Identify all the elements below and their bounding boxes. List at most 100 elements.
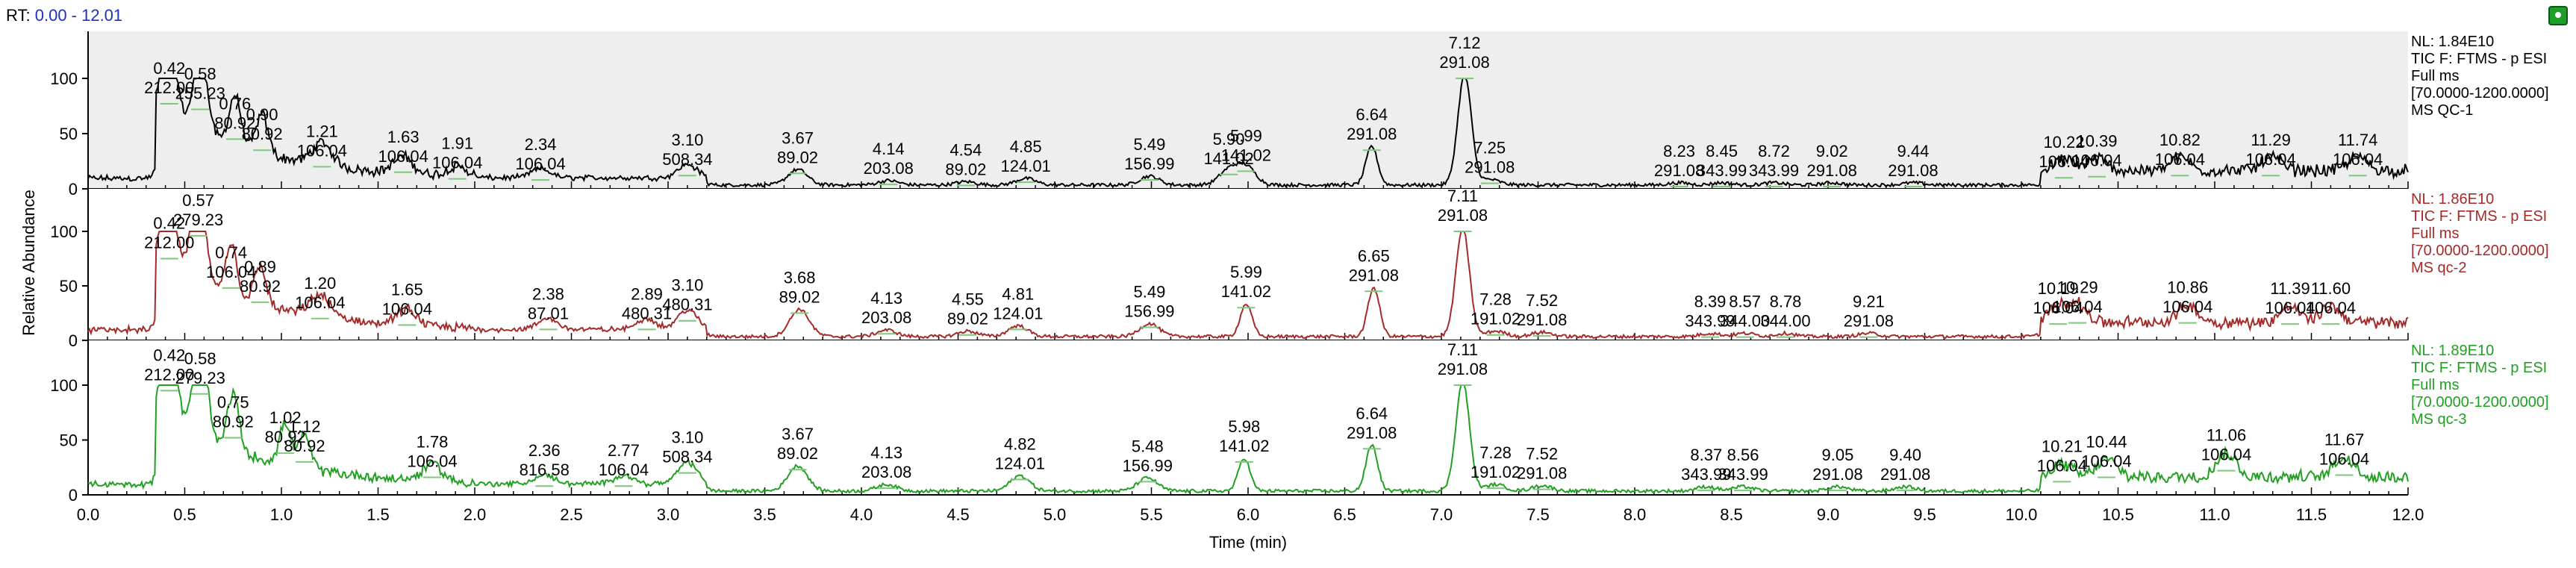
peak-rt-label: 0.90 <box>246 105 278 124</box>
panel-background <box>88 340 2408 495</box>
peak-rt-label: 1.21 <box>306 122 338 140</box>
peak-rt-label: 8.45 <box>1706 142 1738 160</box>
x-tick-label: 8.5 <box>1720 505 1743 524</box>
peak-rt-label: 1.65 <box>391 281 423 299</box>
x-tick-label: 3.5 <box>753 505 776 524</box>
peak-mz-label: 291.08 <box>1465 158 1515 177</box>
peak-mz-label: 191.02 <box>1471 310 1521 328</box>
y-tick-label: 100 <box>50 376 78 395</box>
peak-mz-label: 279.23 <box>175 369 225 387</box>
peak-mz-label: 480.31 <box>662 296 712 314</box>
y-tick-label: 0 <box>69 180 78 199</box>
y-tick-label: 50 <box>60 277 78 296</box>
peak-rt-label: 7.11 <box>1447 340 1478 359</box>
peak-mz-label: 87.01 <box>528 304 569 322</box>
peak-rt-label: 10.82 <box>2159 131 2201 149</box>
peak-mz-label: 508.34 <box>662 150 712 169</box>
peak-mz-label: 156.99 <box>1124 302 1174 320</box>
peak-rt-label: 8.78 <box>1770 293 1802 311</box>
peak-rt-label: 3.10 <box>671 131 703 149</box>
peak-mz-label: 291.08 <box>1880 465 1930 484</box>
peak-rt-label: 11.74 <box>2338 131 2377 149</box>
peak-mz-label: 124.01 <box>993 304 1043 322</box>
peak-mz-label: 106.04 <box>2333 150 2383 169</box>
peak-mz-label: 291.08 <box>1844 312 1894 331</box>
x-tick-label: 10.5 <box>2102 505 2134 524</box>
info-line: Full ms <box>2411 225 2459 242</box>
peak-rt-label: 2.38 <box>532 284 564 303</box>
peak-mz-label: 344.00 <box>1720 312 1770 331</box>
peak-mz-label: 291.08 <box>1349 266 1399 284</box>
peak-mz-label: 106.04 <box>2306 299 2356 317</box>
series-line <box>87 231 2409 340</box>
peak-rt-label: 4.81 <box>1002 284 1034 303</box>
info-line: MS QC-1 <box>2411 102 2473 119</box>
peak-rt-label: 1.20 <box>304 274 336 293</box>
peak-mz-label: 343.99 <box>1749 161 1799 180</box>
peak-rt-label: 1.02 <box>269 408 302 427</box>
rt-range-label: RT: 0.00 - 12.01 <box>6 6 122 25</box>
peak-rt-label: 4.55 <box>952 290 984 309</box>
peak-mz-label: 106.04 <box>515 155 565 173</box>
peak-mz-label: 203.08 <box>861 463 911 481</box>
info-line: TIC F: FTMS - p ESI <box>2411 360 2547 376</box>
peak-mz-label: 344.00 <box>1760 312 1810 331</box>
peak-rt-label: 8.56 <box>1727 446 1759 464</box>
x-tick-label: 1.5 <box>367 505 390 524</box>
peak-mz-label: 89.02 <box>777 444 818 463</box>
view-options-icon[interactable] <box>2548 6 2568 25</box>
peak-mz-label: 343.99 <box>1718 465 1768 484</box>
peak-mz-label: 106.04 <box>2162 298 2212 316</box>
info-line: TIC F: FTMS - p ESI <box>2411 51 2547 67</box>
peak-mz-label: 80.92 <box>240 277 281 296</box>
peak-mz-label: 291.08 <box>1347 125 1397 143</box>
peak-rt-label: 6.65 <box>1358 246 1390 265</box>
peak-rt-label: 4.13 <box>870 289 902 308</box>
peak-mz-label: 141.02 <box>1221 146 1271 164</box>
peak-rt-label: 8.37 <box>1690 446 1722 464</box>
rt-range-value: 0.00 - 12.01 <box>34 6 123 25</box>
peak-rt-label: 11.06 <box>2207 426 2246 445</box>
peak-rt-label: 3.10 <box>671 428 703 447</box>
peak-rt-label: 9.05 <box>1822 446 1854 464</box>
peak-rt-label: 0.76 <box>219 94 251 113</box>
peak-rt-label: 5.49 <box>1133 135 1165 154</box>
x-tick-label: 6.5 <box>1333 505 1356 524</box>
x-tick-label: 4.5 <box>946 505 970 524</box>
peak-rt-label: 11.39 <box>2270 279 2310 298</box>
peak-rt-label: 5.90 <box>1213 130 1245 149</box>
peak-rt-label: 8.39 <box>1694 293 1727 311</box>
peak-rt-label: 7.25 <box>1473 139 1506 157</box>
peak-mz-label: 124.01 <box>1001 157 1051 175</box>
x-tick-label: 0.5 <box>173 505 196 524</box>
peak-mz-label: 480.31 <box>622 304 672 322</box>
